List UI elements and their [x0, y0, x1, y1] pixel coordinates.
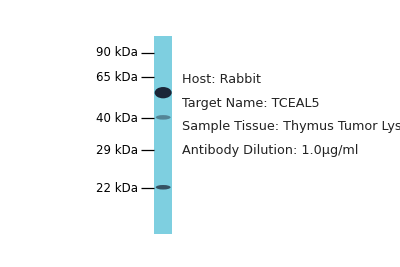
- Text: 22 kDa: 22 kDa: [96, 182, 138, 195]
- Text: Host: Rabbit: Host: Rabbit: [182, 73, 261, 86]
- Ellipse shape: [155, 87, 172, 98]
- Text: 90 kDa: 90 kDa: [96, 46, 138, 59]
- Text: 65 kDa: 65 kDa: [96, 71, 138, 84]
- Ellipse shape: [156, 115, 170, 120]
- Text: Sample Tissue: Thymus Tumor Lysate: Sample Tissue: Thymus Tumor Lysate: [182, 120, 400, 134]
- Text: Target Name: TCEAL5: Target Name: TCEAL5: [182, 97, 319, 110]
- Ellipse shape: [156, 185, 170, 190]
- Text: 40 kDa: 40 kDa: [96, 112, 138, 125]
- Bar: [154, 36, 172, 234]
- Text: 29 kDa: 29 kDa: [96, 144, 138, 157]
- Text: Antibody Dilution: 1.0µg/ml: Antibody Dilution: 1.0µg/ml: [182, 144, 358, 157]
